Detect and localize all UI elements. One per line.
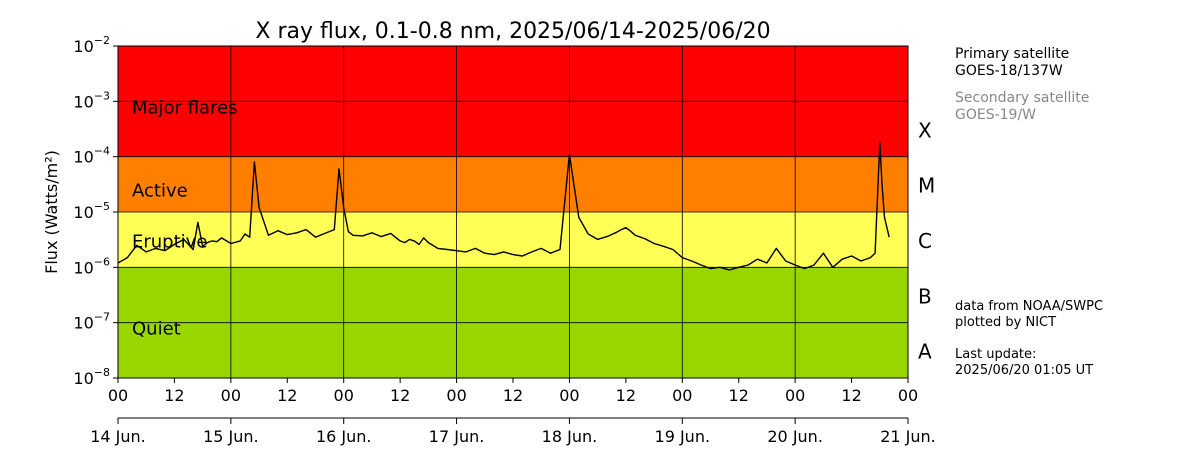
y-axis: 10−2 10−3 10−4 10−5 10−6 10−7 10−8 xyxy=(73,34,118,388)
x-tick-label: 00 xyxy=(334,386,354,405)
date-label: 21 Jun. xyxy=(880,427,936,446)
band-label: Major flares xyxy=(132,97,238,118)
x-tick-label: 12 xyxy=(164,386,184,405)
primary-satellite-value: GOES-18/137W xyxy=(955,63,1063,79)
y-tick-label: 10−6 xyxy=(73,255,110,277)
x-tick-label: 12 xyxy=(729,386,749,405)
flux-series xyxy=(117,141,890,271)
y-tick-label: 10−2 xyxy=(73,34,110,56)
date-label: 14 Jun. xyxy=(90,427,146,446)
flare-class-label: A xyxy=(918,340,932,364)
band-label: Active xyxy=(132,180,188,201)
date-label: 17 Jun. xyxy=(429,427,485,446)
flare-class-label: X xyxy=(918,118,932,142)
flux-line xyxy=(117,141,890,271)
band-label: Eruptive xyxy=(132,232,207,253)
flare-class-labels: X M C B A xyxy=(918,118,935,363)
band-labels: Major flares Active Eruptive Quiet xyxy=(132,97,238,339)
flare-class-label: M xyxy=(918,174,935,198)
flare-class-label: B xyxy=(918,284,932,308)
band-eruptive xyxy=(118,212,908,268)
y-tick-label: 10−7 xyxy=(73,311,110,333)
x-tick-label: 00 xyxy=(108,386,128,405)
x-tick-label: 00 xyxy=(898,386,918,405)
x-tick-label: 12 xyxy=(390,386,410,405)
chart-title: X ray flux, 0.1-0.8 nm, 2025/06/14-2025/… xyxy=(255,19,770,44)
x-tick-label: 00 xyxy=(221,386,241,405)
y-axis-label: Flux (Watts/m²) xyxy=(42,150,61,274)
flare-class-label: C xyxy=(918,229,932,253)
x-tick-label: 00 xyxy=(559,386,579,405)
x-tick-label: 12 xyxy=(277,386,297,405)
date-label: 15 Jun. xyxy=(203,427,259,446)
y-tick-label: 10−3 xyxy=(73,89,110,111)
band-active xyxy=(118,156,908,212)
x-tick-label: 12 xyxy=(503,386,523,405)
y-tick-label: 10−4 xyxy=(73,145,110,167)
plotter-note: plotted by NICT xyxy=(955,315,1057,330)
x-tick-label: 12 xyxy=(616,386,636,405)
primary-satellite-label: Primary satellite xyxy=(955,46,1070,62)
data-source-note: data from NOAA/SWPC xyxy=(955,299,1104,314)
secondary-satellite-value: GOES-19/W xyxy=(955,107,1037,123)
x-tick-label: 12 xyxy=(841,386,861,405)
y-tick-label: 10−5 xyxy=(73,200,110,222)
band-label: Quiet xyxy=(132,319,181,340)
x-tick-label: 00 xyxy=(446,386,466,405)
secondary-satellite-label: Secondary satellite xyxy=(955,90,1090,106)
x-axis: 00 12 00 12 00 12 00 12 00 12 00 12 00 12 00 14 Jun. 15 … xyxy=(90,378,936,446)
last-update-value: 2025/06/20 01:05 UT xyxy=(955,363,1094,378)
date-label: 20 Jun. xyxy=(767,427,823,446)
last-update-label: Last update: xyxy=(955,347,1037,362)
date-label: 18 Jun. xyxy=(542,427,598,446)
date-label: 19 Jun. xyxy=(655,427,711,446)
x-tick-label: 00 xyxy=(672,386,692,405)
x-tick-label: 00 xyxy=(785,386,805,405)
y-tick-label: 10−8 xyxy=(73,366,110,388)
date-label: 16 Jun. xyxy=(316,427,372,446)
